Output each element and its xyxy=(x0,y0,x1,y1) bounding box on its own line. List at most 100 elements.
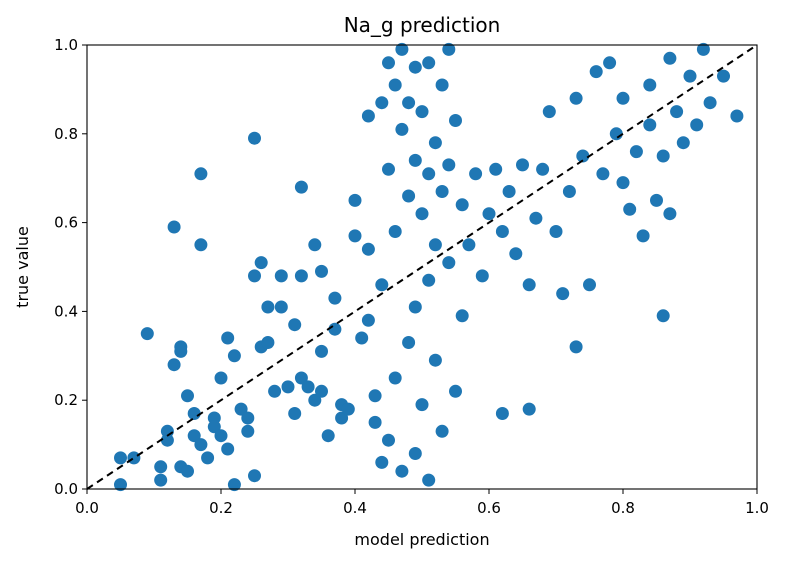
data-point xyxy=(315,384,328,398)
data-point xyxy=(495,225,509,238)
data-point xyxy=(254,256,268,270)
data-point xyxy=(308,238,322,252)
data-point xyxy=(422,167,436,181)
data-point xyxy=(569,91,583,105)
data-point xyxy=(328,291,342,305)
y-axis-label: true value xyxy=(13,226,32,308)
data-point xyxy=(730,109,744,123)
data-point xyxy=(650,193,663,207)
chart-title: Na_g prediction xyxy=(344,13,501,37)
data-point xyxy=(422,473,436,487)
data-point xyxy=(328,322,342,336)
data-point xyxy=(395,122,409,136)
data-point xyxy=(542,105,556,119)
data-point xyxy=(221,442,235,456)
data-point xyxy=(288,318,302,332)
data-point xyxy=(221,331,235,345)
data-point xyxy=(562,185,576,198)
data-point xyxy=(596,167,610,181)
data-point xyxy=(174,344,188,358)
data-point xyxy=(482,207,496,221)
data-point xyxy=(348,193,362,207)
data-point xyxy=(227,478,241,492)
data-point xyxy=(241,424,255,438)
data-point xyxy=(187,429,201,443)
data-point xyxy=(449,114,462,127)
data-point xyxy=(261,300,275,314)
data-point xyxy=(361,313,375,327)
data-point xyxy=(294,269,308,283)
data-point xyxy=(663,51,677,65)
data-point xyxy=(248,131,261,145)
data-point xyxy=(422,56,436,70)
data-point xyxy=(127,451,141,465)
data-point xyxy=(207,420,221,434)
data-point xyxy=(167,220,181,234)
data-point xyxy=(368,389,382,403)
data-point xyxy=(341,402,355,416)
data-point xyxy=(462,238,476,252)
data-point xyxy=(294,180,308,194)
data-point xyxy=(442,158,456,172)
data-point xyxy=(361,109,375,123)
scatter-markers xyxy=(114,42,744,492)
data-point xyxy=(395,42,409,56)
data-point xyxy=(442,42,456,56)
data-point xyxy=(616,91,630,105)
data-point xyxy=(214,429,228,443)
x-axis: 0.0 0.2 0.4 0.6 0.8 1.0 xyxy=(75,489,769,517)
data-point xyxy=(355,331,369,345)
data-point xyxy=(636,229,650,243)
data-point xyxy=(442,256,456,270)
data-point xyxy=(435,424,449,438)
data-point xyxy=(114,478,127,492)
data-point xyxy=(321,429,335,443)
data-point xyxy=(609,127,623,141)
x-tick-label: 1.0 xyxy=(745,499,769,517)
data-point xyxy=(388,371,402,385)
data-point xyxy=(154,460,168,474)
data-point xyxy=(274,300,288,314)
y-tick-label: 0.0 xyxy=(54,480,78,498)
data-point xyxy=(536,162,550,176)
data-point xyxy=(154,473,168,487)
x-tick-label: 0.2 xyxy=(209,499,233,517)
x-tick-label: 0.6 xyxy=(477,499,501,517)
data-point xyxy=(241,411,255,425)
data-point xyxy=(375,278,389,292)
data-point xyxy=(656,309,670,323)
data-point xyxy=(408,60,422,74)
data-point xyxy=(301,380,315,394)
data-point xyxy=(408,300,422,314)
data-point xyxy=(201,451,215,465)
data-point xyxy=(402,96,416,110)
data-point xyxy=(603,56,617,70)
data-point xyxy=(489,162,503,176)
y-axis: 0.0 0.2 0.4 0.6 0.8 1.0 xyxy=(54,36,87,498)
data-point xyxy=(415,105,429,119)
data-point xyxy=(248,469,261,483)
y-tick-label: 0.8 xyxy=(54,125,78,143)
data-point xyxy=(368,415,382,429)
data-point xyxy=(268,384,282,398)
data-point xyxy=(382,433,395,447)
data-point xyxy=(643,118,657,132)
data-point xyxy=(469,167,483,181)
data-point xyxy=(549,225,563,238)
data-point xyxy=(516,158,529,172)
data-point xyxy=(449,384,462,398)
y-tick-label: 0.2 xyxy=(54,391,78,409)
data-point xyxy=(522,278,536,292)
data-point xyxy=(408,153,422,167)
data-point xyxy=(676,136,690,150)
data-point xyxy=(294,371,308,385)
data-point xyxy=(435,78,449,92)
data-point xyxy=(181,464,194,478)
data-point xyxy=(663,207,677,221)
data-point xyxy=(556,287,570,301)
data-point xyxy=(234,402,248,416)
plot-frame xyxy=(86,44,758,490)
data-point xyxy=(616,176,630,190)
data-point xyxy=(495,407,509,420)
